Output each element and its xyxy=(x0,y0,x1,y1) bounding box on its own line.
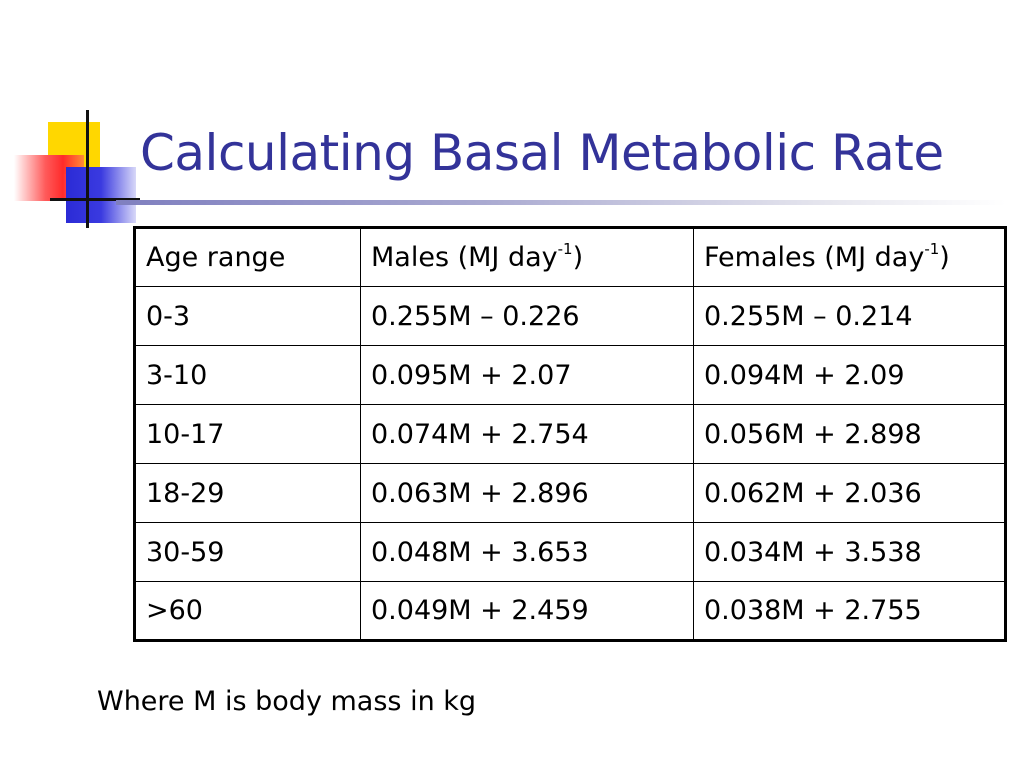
cell-females: 0.255M – 0.214 xyxy=(693,286,1006,346)
cell-males: 0.063M + 2.896 xyxy=(360,463,694,523)
cell-females: 0.056M + 2.898 xyxy=(693,404,1006,464)
cell-males: 0.049M + 2.459 xyxy=(360,581,694,641)
cell-females: 0.034M + 3.538 xyxy=(693,522,1006,582)
footnote: Where M is body mass in kg xyxy=(97,686,477,717)
slide-title: Calculating Basal Metabolic Rate xyxy=(140,124,944,182)
table-row: 30-59 0.048M + 3.653 0.034M + 3.538 xyxy=(134,522,1006,582)
cell-age: 0-3 xyxy=(134,286,361,346)
header-males-exponent: -1 xyxy=(557,240,573,258)
cell-females: 0.062M + 2.036 xyxy=(693,463,1006,523)
table-row: >60 0.049M + 2.459 0.038M + 2.755 xyxy=(134,581,1006,641)
bmr-table: Age range Males (MJ day-1) Females (MJ d… xyxy=(133,226,1007,642)
slide-decoration-logo xyxy=(0,100,140,240)
header-males-label: Males (MJ day xyxy=(371,242,558,273)
cell-age: 10-17 xyxy=(134,404,361,464)
decoration-vertical-line xyxy=(86,110,89,228)
decoration-horizontal-line xyxy=(50,198,140,201)
header-females-close: ) xyxy=(939,242,950,273)
table-row: 18-29 0.063M + 2.896 0.062M + 2.036 xyxy=(134,463,1006,523)
decoration-blue-square xyxy=(66,167,136,223)
table-header-row: Age range Males (MJ day-1) Females (MJ d… xyxy=(134,227,1006,287)
cell-males: 0.048M + 3.653 xyxy=(360,522,694,582)
table-row: 10-17 0.074M + 2.754 0.056M + 2.898 xyxy=(134,404,1006,464)
cell-males: 0.074M + 2.754 xyxy=(360,404,694,464)
cell-age: 18-29 xyxy=(134,463,361,523)
cell-age: >60 xyxy=(134,581,361,641)
header-males-close: ) xyxy=(572,242,584,273)
cell-females: 0.038M + 2.755 xyxy=(693,581,1006,641)
table-row: 0-3 0.255M – 0.226 0.255M – 0.214 xyxy=(134,286,1006,346)
cell-age: 3-10 xyxy=(134,345,361,405)
header-males: Males (MJ day-1) xyxy=(360,227,694,287)
cell-age: 30-59 xyxy=(134,522,361,582)
cell-males: 0.255M – 0.226 xyxy=(360,286,694,346)
cell-males: 0.095M + 2.07 xyxy=(360,345,694,405)
cell-females: 0.094M + 2.09 xyxy=(693,345,1006,405)
header-females-exponent: -1 xyxy=(924,240,940,258)
title-underline-rule xyxy=(116,200,1006,205)
table-row: 3-10 0.095M + 2.07 0.094M + 2.09 xyxy=(134,345,1006,405)
header-females: Females (MJ day-1) xyxy=(693,227,1006,287)
header-females-label: Females (MJ day xyxy=(704,242,925,273)
header-age-range: Age range xyxy=(134,227,361,287)
